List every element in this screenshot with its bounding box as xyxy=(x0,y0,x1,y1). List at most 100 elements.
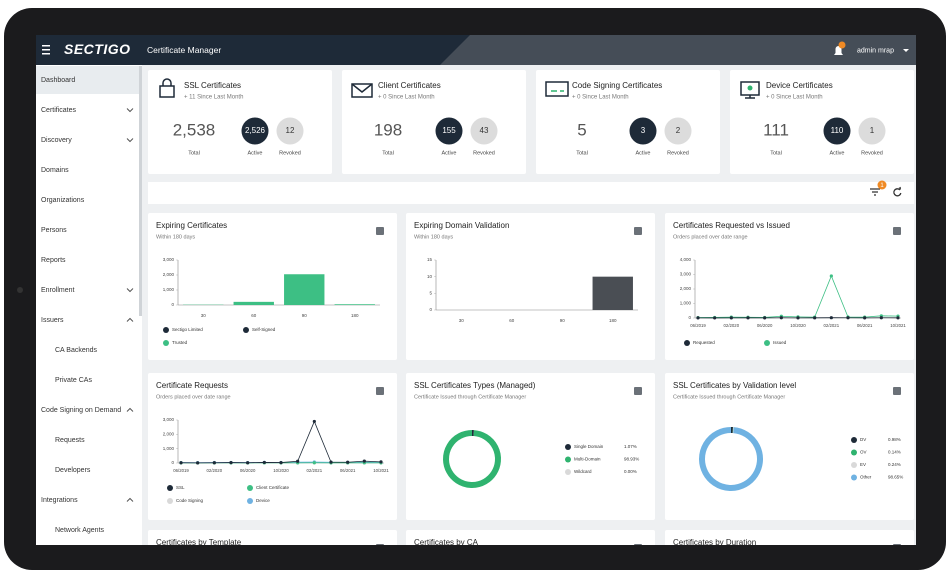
revoked-badge xyxy=(858,117,886,145)
x-tick-label: 30 xyxy=(201,313,207,318)
sidebar-item[interactable]: Code Signing on Demand xyxy=(41,407,121,414)
chart-card xyxy=(665,530,914,545)
series-point xyxy=(713,316,717,320)
series-point xyxy=(796,316,800,320)
legend-swatch xyxy=(565,444,571,450)
series-point xyxy=(329,460,333,464)
sidebar-item[interactable]: Network Agents xyxy=(55,527,105,534)
x-tick-label: 02/2020 xyxy=(724,323,740,328)
chart-card xyxy=(148,373,397,520)
chart-menu-icon[interactable] xyxy=(634,227,642,235)
chart-menu-icon[interactable] xyxy=(893,387,901,395)
user-dropdown[interactable] xyxy=(903,49,909,52)
refresh-icon[interactable] xyxy=(893,188,902,197)
series-point xyxy=(312,461,316,465)
sidebar-item[interactable]: CA Backends xyxy=(55,347,98,354)
chart-title: Certificates Requested vs Issued xyxy=(673,221,790,230)
y-tick-label: 5 xyxy=(429,291,432,296)
sidebar-item[interactable]: Discovery xyxy=(41,137,72,144)
sidebar-chevron[interactable] xyxy=(126,108,134,113)
sidebar-item[interactable]: Integrations xyxy=(41,497,78,504)
sidebar-item[interactable]: Certificates xyxy=(41,107,77,114)
chart-title: Expiring Certificates xyxy=(156,221,227,230)
chart-menu-icon[interactable] xyxy=(893,544,901,552)
card-subtitle: + 0 Since Last Month xyxy=(572,95,629,101)
legend-swatch xyxy=(167,485,173,491)
sidebar-item[interactable]: Reports xyxy=(41,257,66,264)
summary-card xyxy=(730,70,914,174)
revoked-badge xyxy=(470,117,498,145)
legend-swatch xyxy=(163,340,169,346)
sidebar-chevron[interactable] xyxy=(126,317,134,322)
sidebar-chevron[interactable] xyxy=(126,288,134,293)
legend-label: Wildcard xyxy=(574,469,592,474)
x-tick-label: 60 xyxy=(509,318,515,323)
icon-lock xyxy=(162,78,172,86)
value-label: 0.24% xyxy=(888,462,901,467)
user-name[interactable]: admin mrap xyxy=(857,47,894,54)
screen: SECTIGO Certificate Manager admin mrap Dash… xyxy=(36,35,916,552)
value-label: 0.98% xyxy=(888,437,901,442)
sidebar-item[interactable]: Requests xyxy=(55,437,85,444)
legend-swatch xyxy=(684,340,690,346)
sidebar-item[interactable]: Organizations xyxy=(41,197,85,204)
legend-label: Other xyxy=(860,475,872,480)
sidebar-item[interactable]: Developers xyxy=(55,467,91,474)
menu-icon-line[interactable] xyxy=(42,49,50,51)
app-title: Certificate Manager xyxy=(147,45,221,55)
y-tick-label: 1,000 xyxy=(163,287,175,292)
icon-monitor xyxy=(745,95,755,99)
chart-menu-icon[interactable] xyxy=(634,387,642,395)
chart-subtitle: Orders placed over date range xyxy=(673,234,748,240)
x-tick-label: 02/2021 xyxy=(824,323,840,328)
sidebar-item[interactable]: Private CAs xyxy=(55,377,92,384)
legend-label: Trusted xyxy=(172,340,188,345)
legend-swatch xyxy=(565,456,571,463)
sidebar-chevron[interactable] xyxy=(126,497,134,502)
chart-menu-icon[interactable] xyxy=(893,227,901,235)
x-tick-label: 06/2021 xyxy=(340,468,356,473)
card-revoked-label: Revoked xyxy=(667,150,689,156)
bar xyxy=(334,304,375,305)
filter-icon[interactable] xyxy=(870,188,880,196)
card-total: 111 xyxy=(763,120,789,139)
series-point xyxy=(246,461,250,465)
refresh-icon-arrow xyxy=(898,186,901,190)
x-tick-label: 30 xyxy=(459,318,465,323)
legend-label: DV xyxy=(860,437,866,442)
series-point xyxy=(696,316,700,320)
series-point xyxy=(362,459,366,463)
sidebar-item[interactable]: Persons xyxy=(41,227,67,234)
menu-icon-line[interactable] xyxy=(42,53,50,55)
card-active: 155 xyxy=(442,126,456,135)
sidebar-item[interactable]: Issuers xyxy=(41,317,64,324)
card-active-label: Active xyxy=(442,150,457,156)
chart-title: SSL Certificates Types (Managed) xyxy=(414,381,536,390)
legend-label: Multi-Domain xyxy=(574,457,601,462)
filter-badge-count: 1 xyxy=(880,183,884,189)
chart-menu-icon[interactable] xyxy=(376,387,384,395)
x-tick-label: 02/2020 xyxy=(207,468,223,473)
series-point xyxy=(279,460,283,465)
card-subtitle: + 0 Since Last Month xyxy=(766,95,823,101)
y-tick-label: 0 xyxy=(171,302,174,307)
y-tick-label: 3,000 xyxy=(163,257,175,262)
sidebar-item[interactable]: Dashboard xyxy=(41,77,75,84)
legend-swatch xyxy=(163,327,169,333)
card-active: 110 xyxy=(831,126,844,135)
chart-menu-icon[interactable] xyxy=(634,544,642,552)
chart-subtitle: Certificate Issued through Certificate M… xyxy=(414,394,526,400)
active-badge xyxy=(241,117,269,145)
legend-swatch xyxy=(764,340,770,346)
card-total: 2,538 xyxy=(173,120,216,139)
sidebar-chevron[interactable] xyxy=(126,407,134,412)
value-label: 98.93% xyxy=(624,457,639,462)
chart-menu-icon[interactable] xyxy=(376,227,384,235)
tablet-camera xyxy=(17,287,23,293)
menu-icon-line[interactable] xyxy=(42,45,50,47)
sidebar-chevron[interactable] xyxy=(126,138,134,143)
chart-menu-icon[interactable] xyxy=(376,544,384,552)
legend-label: Issued xyxy=(773,340,787,345)
sidebar-item[interactable]: Enrollment xyxy=(41,287,75,294)
sidebar-item[interactable]: Domains xyxy=(41,167,69,174)
